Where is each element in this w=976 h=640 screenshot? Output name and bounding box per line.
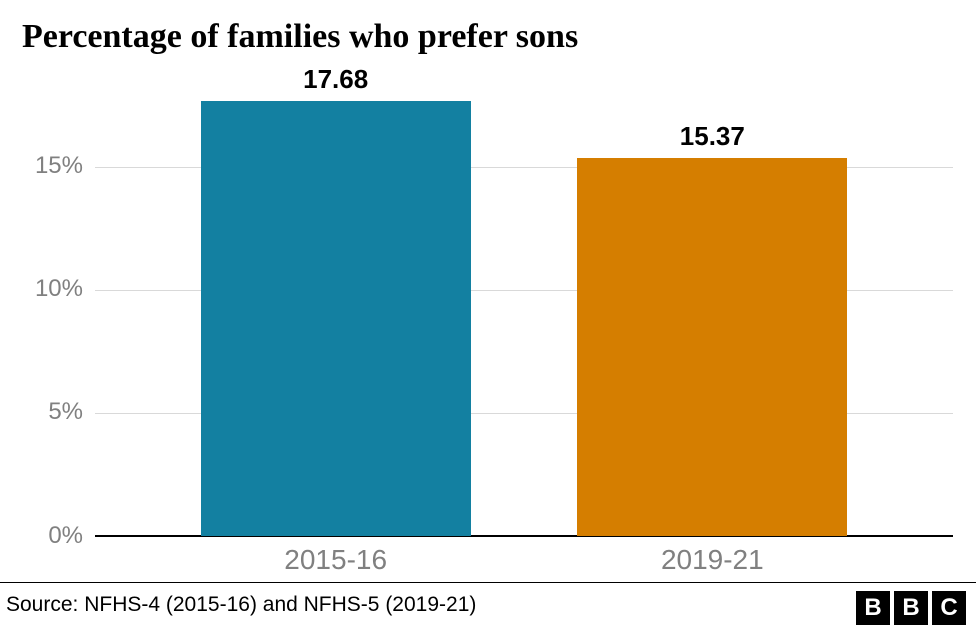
- bar-value-label: 17.68: [201, 64, 471, 95]
- chart-title: Percentage of families who prefer sons: [22, 18, 578, 56]
- xtick-label: 2015-16: [201, 544, 471, 576]
- source-text: Source: NFHS-4 (2015-16) and NFHS-5 (201…: [6, 593, 476, 617]
- ytick-label: 10%: [0, 275, 83, 303]
- bar: 15.37: [577, 158, 847, 536]
- bar-value-label: 15.37: [577, 121, 847, 152]
- bbc-logo-block: C: [932, 591, 966, 625]
- xtick-label: 2019-21: [577, 544, 847, 576]
- bar: 17.68: [201, 101, 471, 536]
- bbc-logo-block: B: [894, 591, 928, 625]
- footer: Source: NFHS-4 (2015-16) and NFHS-5 (201…: [0, 582, 976, 640]
- ytick-label: 15%: [0, 152, 83, 180]
- ytick-label: 5%: [0, 398, 83, 426]
- plot-area: 0%5%10%15%17.682015-1615.372019-21: [95, 78, 953, 536]
- chart-container: Percentage of families who prefer sons 0…: [0, 0, 976, 640]
- ytick-label: 0%: [0, 522, 83, 550]
- bbc-logo-block: B: [856, 591, 890, 625]
- bbc-logo: BBC: [856, 591, 966, 625]
